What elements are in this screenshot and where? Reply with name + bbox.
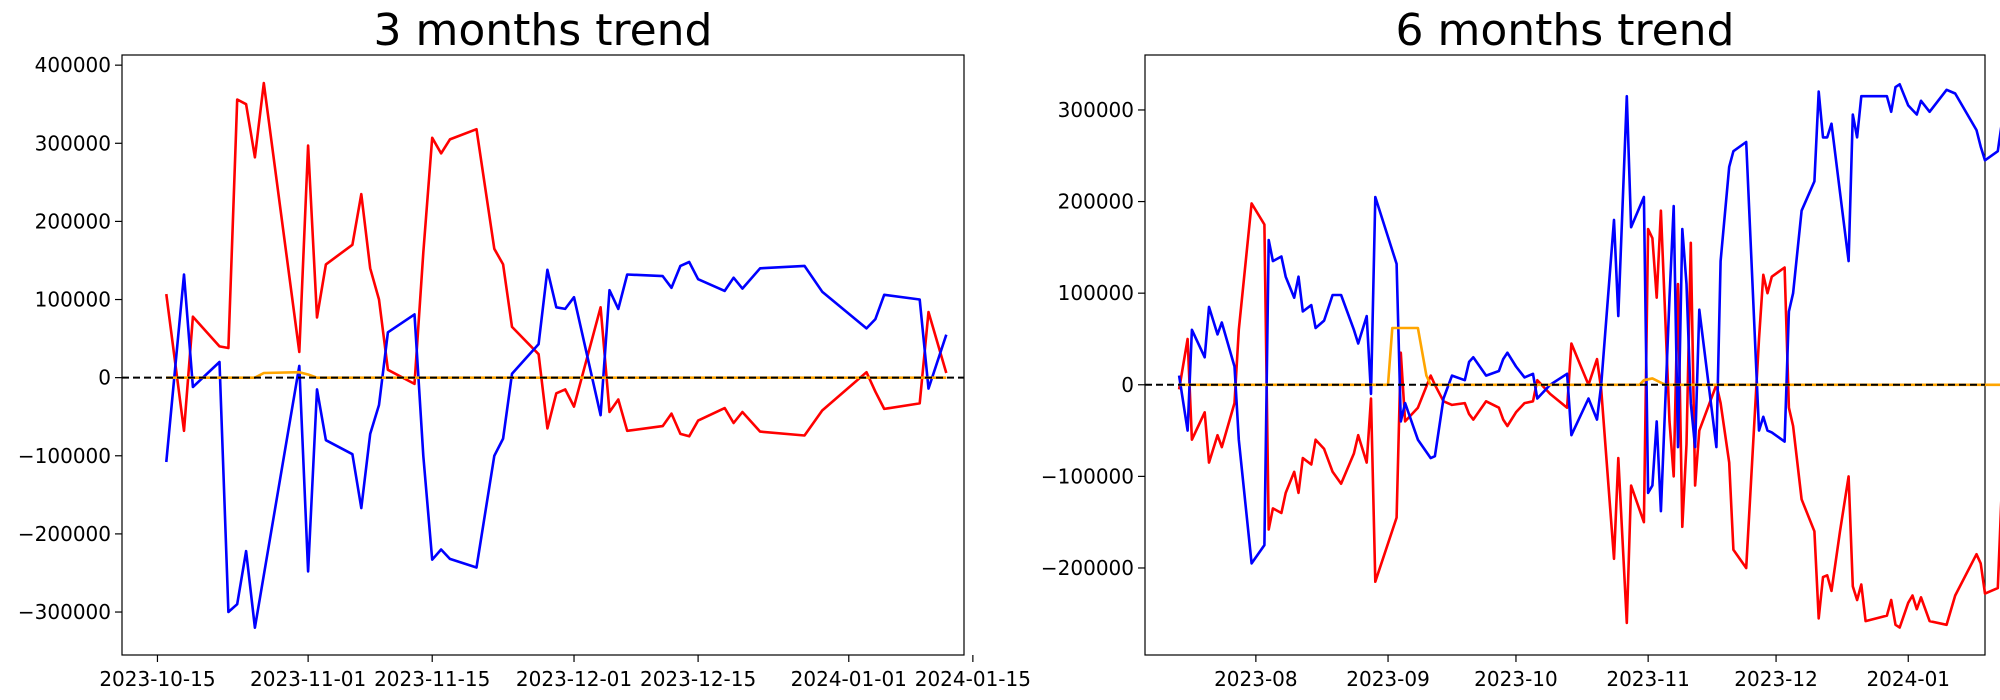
y-tick-label: −200000 xyxy=(18,522,111,546)
axes-frame xyxy=(1144,54,1986,656)
y-tick-label: 300000 xyxy=(1058,98,1134,122)
y-tick-label: 100000 xyxy=(35,288,111,312)
y-tick-label: 200000 xyxy=(1058,190,1134,214)
y-tick-label: −300000 xyxy=(18,600,111,624)
blue-series-line xyxy=(165,260,948,630)
y-tick-label: −100000 xyxy=(1041,464,1134,488)
x-tick-label: 2023-10 xyxy=(1474,667,1558,691)
plot-area: −200000 −100000 0 100000 200000 300000 2023-08… xyxy=(1041,54,2000,691)
axes-frame xyxy=(121,54,965,656)
y-tick-label: −200000 xyxy=(1041,556,1134,580)
y-tick-label: −100000 xyxy=(18,444,111,468)
x-tick-label: 2023-09 xyxy=(1346,667,1430,691)
y-tick-label: 300000 xyxy=(35,131,111,155)
chart-title: 3 months trend xyxy=(374,5,713,56)
x-tick-label: 2023-12-15 xyxy=(640,667,756,691)
x-tick-label: 2024-01-01 xyxy=(791,667,907,691)
x-tick-label: 2023-11-15 xyxy=(374,667,490,691)
red-series-line xyxy=(1177,202,2000,629)
x-tick-label: 2023-08 xyxy=(1214,667,1298,691)
y-tick-label: 200000 xyxy=(35,209,111,233)
y-tick-label: 0 xyxy=(1121,373,1134,397)
x-tick-label: 2023-11-01 xyxy=(250,667,366,691)
plot-area: −300000 −200000 −100000 0 100000 200000 300000… xyxy=(18,53,1031,691)
chart-6-months: 6 months trend −200000 −100000 0 100000 2000… xyxy=(1041,5,2000,691)
x-tick-label: 2023-11 xyxy=(1606,667,1690,691)
x-tick-label: 2023-10-15 xyxy=(99,667,215,691)
x-tick-label: 2024-01 xyxy=(1866,667,1950,691)
blue-series-line xyxy=(1177,83,2000,565)
y-tick-label: 0 xyxy=(98,366,111,390)
chart-3-months: 3 months trend −300000 −200000 −100000 0 100… xyxy=(18,5,1031,691)
y-tick-label: 400000 xyxy=(35,53,111,77)
orange-series-line xyxy=(1179,326,2000,387)
red-series-line xyxy=(165,81,948,438)
y-tick-label: 100000 xyxy=(1058,281,1134,305)
chart-title: 6 months trend xyxy=(1396,5,1735,56)
x-tick-label: 2023-12 xyxy=(1734,667,1818,691)
x-tick-label: 2023-12-01 xyxy=(516,667,632,691)
x-tick-label: 2024-01-15 xyxy=(915,667,1031,691)
